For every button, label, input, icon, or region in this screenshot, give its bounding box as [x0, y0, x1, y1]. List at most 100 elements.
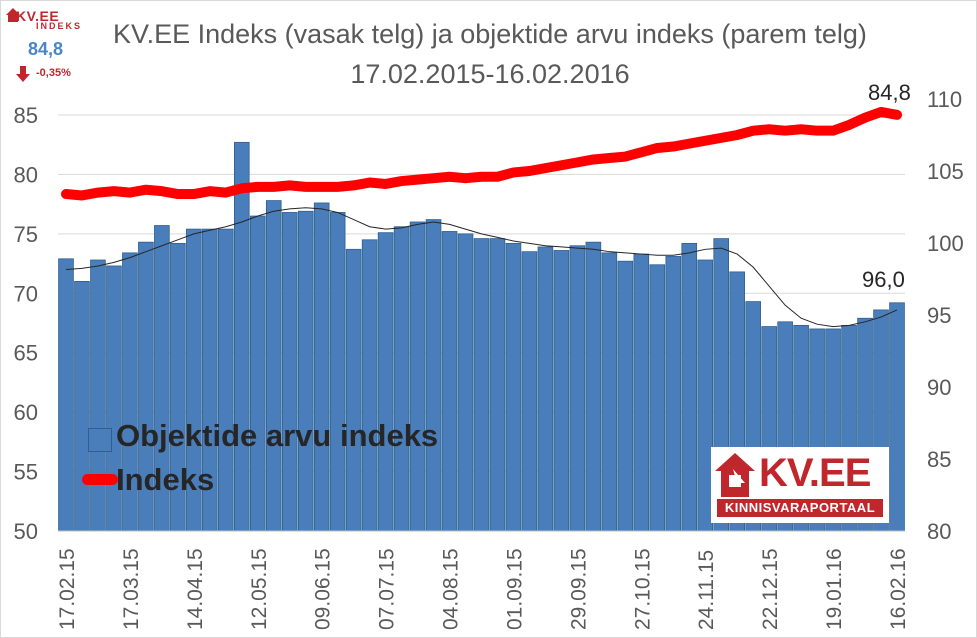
index-point [463, 176, 468, 181]
index-point [111, 189, 116, 194]
index-point [335, 184, 340, 189]
index-point [255, 184, 260, 189]
arrow-down-icon [16, 66, 30, 82]
bar [74, 280, 90, 532]
index-point [479, 174, 484, 179]
legend-label-line: Indeks [116, 462, 215, 497]
badge-brand: KV.EE [16, 8, 60, 24]
index-point [303, 184, 308, 189]
index-point [527, 169, 532, 173]
bar [537, 246, 554, 532]
bar [665, 256, 682, 532]
left-tick-label: 70 [14, 281, 38, 306]
trend-layer [65, 207, 898, 328]
trend-line [65, 207, 898, 328]
index-point [223, 190, 228, 195]
kv-logo-brand: KV.EE [759, 451, 871, 495]
index-point [191, 192, 196, 197]
bar [249, 215, 266, 532]
index-point [207, 189, 212, 194]
bar [281, 212, 298, 532]
index-point [703, 138, 708, 143]
index-point [127, 190, 132, 195]
index-point [143, 187, 148, 192]
bar [58, 258, 74, 532]
legend-label-bars: Objektide arvu indeks [116, 418, 439, 453]
bar [569, 245, 586, 532]
bar [265, 200, 282, 532]
bar [345, 248, 362, 532]
x-tick-label: 24.11.15 [695, 550, 718, 630]
house-icon [6, 8, 20, 22]
index-point [79, 193, 84, 198]
bar [473, 238, 490, 532]
index-point [63, 192, 68, 197]
bar [313, 202, 330, 532]
kv-logo: KV.EE KINNISVARAPORTAAL [711, 447, 889, 523]
chart-title: KV.EE Indeks (vasak telg) ja objektide a… [113, 19, 867, 89]
bar [393, 226, 410, 532]
left-tick-label: 60 [14, 400, 38, 425]
line-end-label: 84,8 [868, 80, 911, 105]
bar [441, 231, 458, 532]
legend-swatch-line [82, 474, 118, 485]
legend-swatch-bars [88, 428, 112, 452]
axis-layer: 50 55 60 65 70 75 80 85 80 85 90 95 100 105 110 17.02.1… [14, 87, 964, 630]
bar [633, 253, 650, 532]
x-tick-label: 14.04.15 [184, 548, 207, 630]
bar [649, 264, 666, 532]
kv-logo-sub: KINNISVARAPORTAAL [717, 499, 883, 517]
index-point [607, 156, 612, 161]
bar [457, 233, 474, 532]
bar [297, 210, 314, 532]
x-tick-label: 17.02.15 [56, 548, 79, 630]
bar [329, 212, 346, 532]
right-tick-label: 105 [927, 159, 964, 184]
index-point [511, 170, 516, 175]
index-line [60, 106, 903, 201]
left-tick-label: 75 [14, 222, 38, 247]
x-tick-label: 29.09.15 [567, 548, 590, 630]
left-tick-label: 55 [14, 460, 38, 485]
index-point [319, 184, 324, 189]
left-tick-label: 85 [14, 103, 38, 128]
x-tick-label: 16.02.16 [887, 548, 910, 630]
index-point [799, 127, 804, 132]
bar [681, 242, 698, 532]
left-tick-label: 65 [14, 341, 38, 366]
x-tick-label: 19.01.16 [823, 548, 846, 630]
index-point [719, 135, 724, 140]
bar [218, 228, 234, 532]
index-point [367, 180, 372, 185]
bar [553, 250, 570, 532]
index-point [415, 177, 420, 182]
index-point [879, 109, 884, 114]
bar [489, 238, 506, 532]
badge-change: -0,35% [36, 67, 71, 79]
index-point [351, 183, 356, 188]
index-point [399, 179, 404, 184]
badge-brand-sub: INDEKS [36, 21, 83, 31]
x-tick-label: 07.07.15 [376, 548, 399, 630]
bar [425, 219, 442, 532]
index-point [543, 166, 548, 171]
left-tick-label: 50 [14, 519, 38, 544]
index-point [175, 192, 180, 197]
bar [361, 239, 378, 532]
bar [90, 259, 106, 532]
x-tick-label: 22.12.15 [759, 548, 782, 630]
badge-value: 84,8 [28, 39, 64, 59]
index-point [783, 128, 788, 133]
x-tick-label: 17.03.15 [120, 548, 143, 630]
bar [377, 232, 394, 532]
right-tick-label: 100 [927, 231, 964, 256]
x-tick-label: 12.05.15 [248, 548, 271, 630]
bar [521, 251, 538, 532]
bar-end-label: 96,0 [862, 267, 905, 292]
index-point [495, 174, 500, 179]
bar [505, 242, 522, 532]
index-point [847, 122, 852, 127]
index-point [239, 186, 244, 191]
